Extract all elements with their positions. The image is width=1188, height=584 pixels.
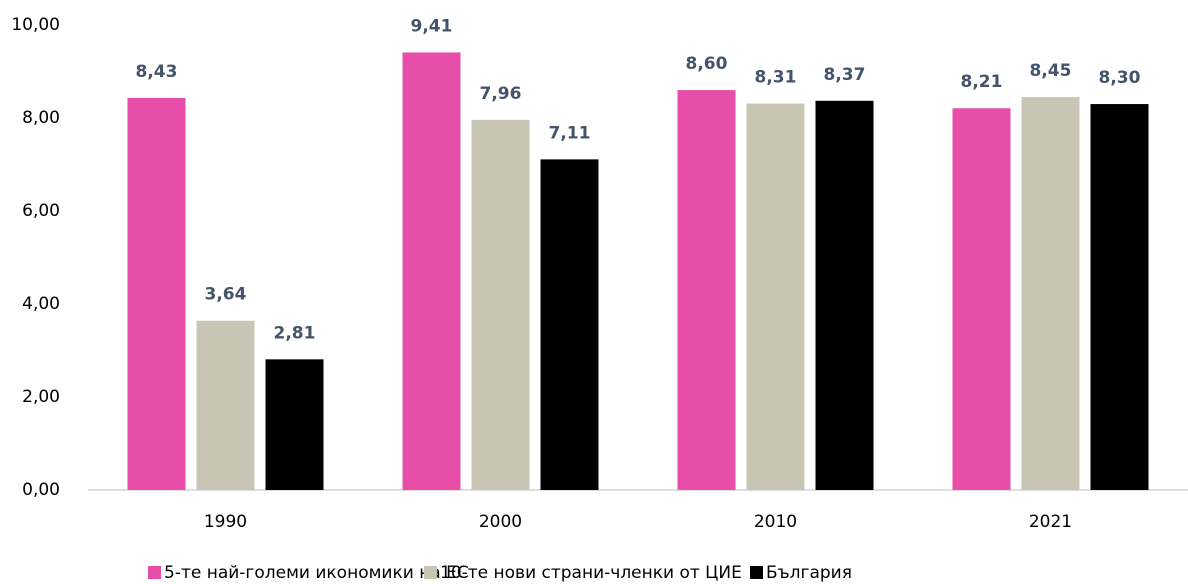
- bar: [677, 90, 736, 490]
- data-label: 8,37: [824, 65, 866, 85]
- bar: [815, 100, 874, 491]
- bar: [127, 98, 186, 490]
- y-tick-label: 0,00: [22, 480, 60, 500]
- bar: [746, 103, 805, 491]
- bar: [952, 108, 1011, 491]
- x-tick-label: 2021: [1029, 512, 1072, 532]
- bar: [1021, 97, 1080, 490]
- bar: [402, 52, 461, 491]
- data-label: 8,21: [961, 72, 1003, 92]
- y-tick-label: 6,00: [22, 201, 60, 221]
- x-tick-label: 2010: [754, 512, 797, 532]
- legend-label: 5-те най-големи икономики на ЕС: [164, 563, 469, 583]
- data-label: 8,30: [1099, 68, 1141, 88]
- legend-swatch: [750, 566, 763, 579]
- bar: [196, 320, 255, 490]
- data-label: 8,45: [1030, 61, 1072, 81]
- data-label: 9,41: [411, 16, 453, 36]
- x-tick-label: 1990: [204, 512, 247, 532]
- bar: [1090, 104, 1149, 491]
- legend-swatch: [424, 566, 437, 579]
- legend-label: 10-те нови страни-членки от ЦИЕ: [440, 563, 742, 583]
- legend-label: България: [766, 563, 852, 583]
- data-label: 2,81: [274, 323, 316, 343]
- bar: [540, 159, 599, 490]
- y-tick-label: 2,00: [22, 387, 60, 407]
- x-tick-label: 2000: [479, 512, 522, 532]
- y-tick-label: 10,00: [11, 15, 60, 35]
- y-tick-label: 8,00: [22, 108, 60, 128]
- bar: [265, 359, 324, 490]
- data-label: 8,60: [686, 54, 728, 74]
- data-label: 8,31: [755, 68, 797, 88]
- data-label: 3,64: [205, 285, 247, 305]
- y-tick-label: 4,00: [22, 294, 60, 314]
- legend-swatch: [148, 566, 161, 579]
- bar: [471, 119, 530, 491]
- data-label: 7,11: [549, 123, 591, 143]
- data-label: 8,43: [136, 62, 178, 82]
- data-label: 7,96: [480, 84, 522, 104]
